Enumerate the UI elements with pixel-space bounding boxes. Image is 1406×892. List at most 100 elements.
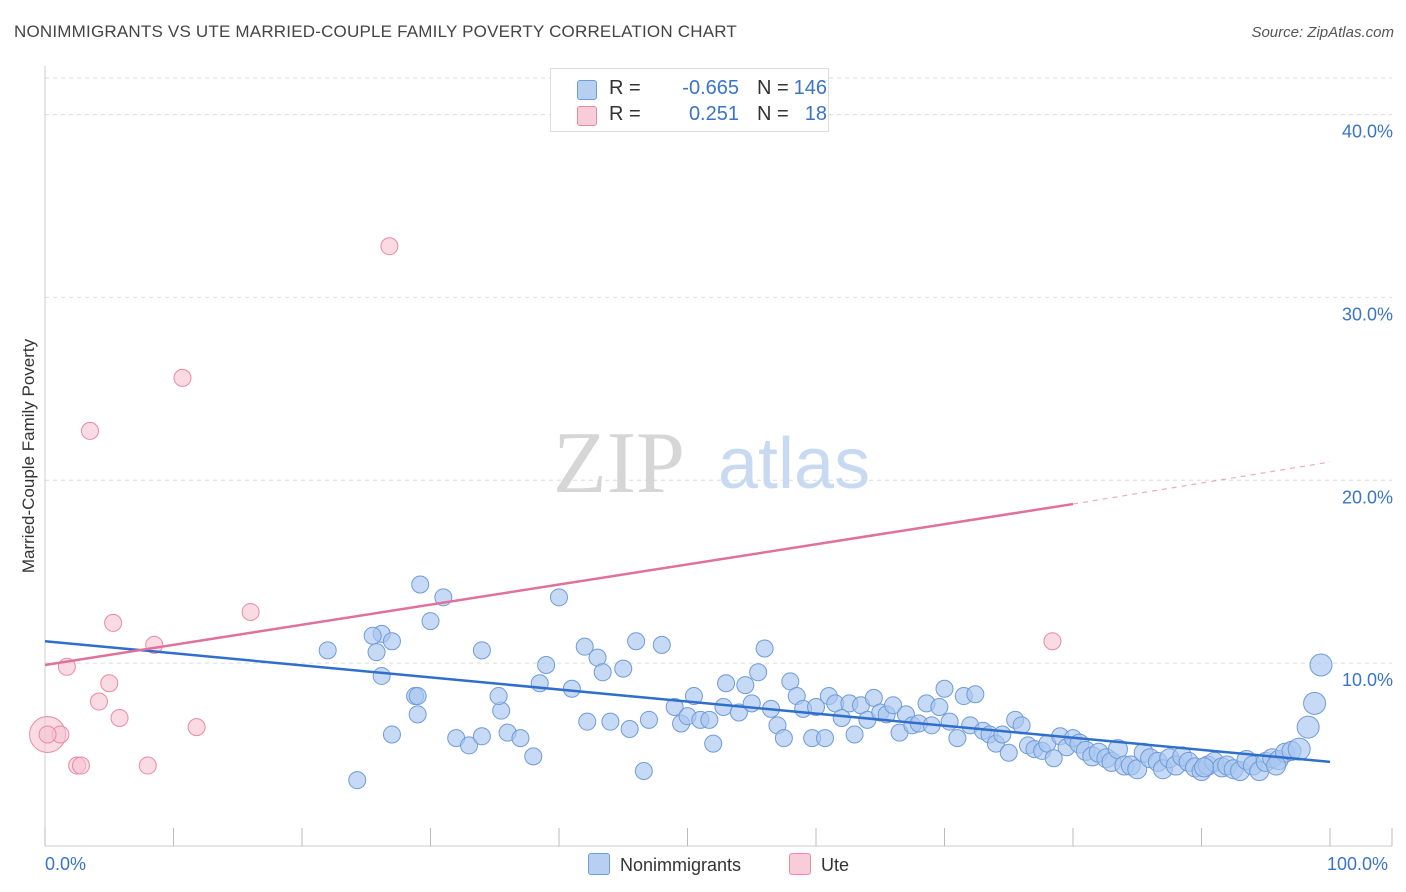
nonimmigrants-point [993,725,1012,744]
bottom-legend-label: Nonimmigrants [620,855,742,875]
nonimmigrants-point [489,687,508,706]
bottom-legend-swatch-blue [588,853,610,875]
y-tick-label: 10.0% [1342,670,1393,690]
nonimmigrants-point [537,655,556,674]
watermark-atlas: atlas [718,424,870,504]
nonimmigrants-point [749,663,768,682]
legend: R = -0.665 N = 146 R = 0.251 N = 18 [550,68,829,132]
y-axis-title: Married-Couple Family Poverty [19,338,38,573]
ute-point [100,674,119,693]
nonimmigrants-point [639,710,658,729]
ute-point [1043,632,1062,651]
grid-lines [45,77,1392,664]
nonimmigrants-trend-line [44,639,1331,764]
nonimmigrants-point [704,734,723,753]
nonimmigrants-point [318,641,337,660]
nonimmigrants-point [935,679,954,698]
nonimmigrants-point [367,643,386,662]
tick-labels: 10.0% 20.0% 30.0% 40.0% 0.0% 100.0% [45,122,1393,874]
nonimmigrants-point [1266,755,1287,776]
nonimmigrants-point [807,698,825,717]
axes [44,66,1393,847]
source-label: Source: ZipAtlas.com [1251,24,1394,41]
legend-r-value: 0.251 [688,103,739,125]
nonimmigrants-point [511,729,530,748]
legend-swatch-pink [577,106,597,126]
bottom-legend-swatch-pink [789,853,811,875]
nonimmigrants-point [372,666,391,685]
nonimmigrants-point [620,719,639,738]
nonimmigrants-points [318,575,1333,790]
nonimmigrants-point [562,679,581,698]
legend-n-value: 18 [804,103,827,125]
ute-point [241,602,260,621]
ute-trend-extension [1072,461,1331,505]
nonimmigrants-point [492,701,511,720]
nonimmigrants-point [550,588,568,607]
nonimmigrants-point [1194,757,1215,778]
nonimmigrants-point [1303,691,1327,715]
nonimmigrants-point [524,747,543,766]
nonimmigrants-point [472,641,491,660]
watermark-zip: ZIP [553,415,685,512]
legend-n-label: N = [757,77,789,99]
nonimmigrants-point [1296,715,1320,739]
ute-point [380,237,399,256]
nonimmigrants-point [363,626,382,645]
nonimmigrants-point [593,663,612,682]
nonimmigrants-point [634,762,653,781]
watermark: ZIP atlas [553,415,870,512]
nonimmigrants-point [382,725,401,744]
nonimmigrants-point [652,635,671,654]
ute-point [138,756,157,775]
nonimmigrants-point [575,637,594,656]
y-tick-label: 30.0% [1342,304,1393,324]
ute-point [71,756,90,775]
nonimmigrants-point [736,676,755,695]
nonimmigrants-point [1287,737,1311,761]
nonimmigrants-point [408,687,427,706]
ute-point [104,613,123,632]
legend-r-value: -0.665 [682,77,739,99]
nonimmigrants-point [382,632,401,651]
ute-point [173,368,192,387]
nonimmigrants-point [348,771,367,790]
nonimmigrants-point [408,705,427,724]
ute-point [38,725,57,744]
nonimmigrants-point [966,685,985,704]
legend-swatch-blue [577,80,597,100]
nonimmigrants-point [472,727,491,746]
nonimmigrants-point [1044,749,1063,768]
nonimmigrants-point [845,725,864,744]
x-tick-label: 100.0% [1327,854,1388,874]
chart-title: NONIMMIGRANTS VS UTE MARRIED-COUPLE FAMI… [14,22,737,41]
ute-trend-line [44,502,1074,667]
nonimmigrants-point [999,743,1018,762]
nonimmigrants-point [717,674,736,693]
nonimmigrants-point [665,698,684,717]
nonimmigrants-point [729,703,748,722]
nonimmigrants-point [578,712,597,731]
bottom-legend-ute: Ute [789,853,849,876]
nonimmigrants-point [930,698,949,717]
nonimmigrants-point [627,632,646,651]
legend-r-label: R = [609,77,641,99]
nonimmigrants-point [755,639,774,658]
ute-point [110,709,129,727]
nonimmigrants-point [815,729,834,748]
nonimmigrants-point [684,687,703,706]
ute-point [187,718,206,737]
nonimmigrants-point [614,659,633,678]
ute-point [89,692,108,711]
ute-points [29,237,1062,775]
nonimmigrants-point [601,712,620,731]
trend-lines [44,461,1331,764]
y-tick-label: 20.0% [1342,487,1393,507]
nonimmigrants-point [700,710,719,729]
bottom-legend-label: Ute [821,855,850,875]
nonimmigrants-point [1309,653,1333,677]
nonimmigrants-point [948,729,967,748]
nonimmigrants-point [774,729,793,748]
ute-point [80,421,99,440]
